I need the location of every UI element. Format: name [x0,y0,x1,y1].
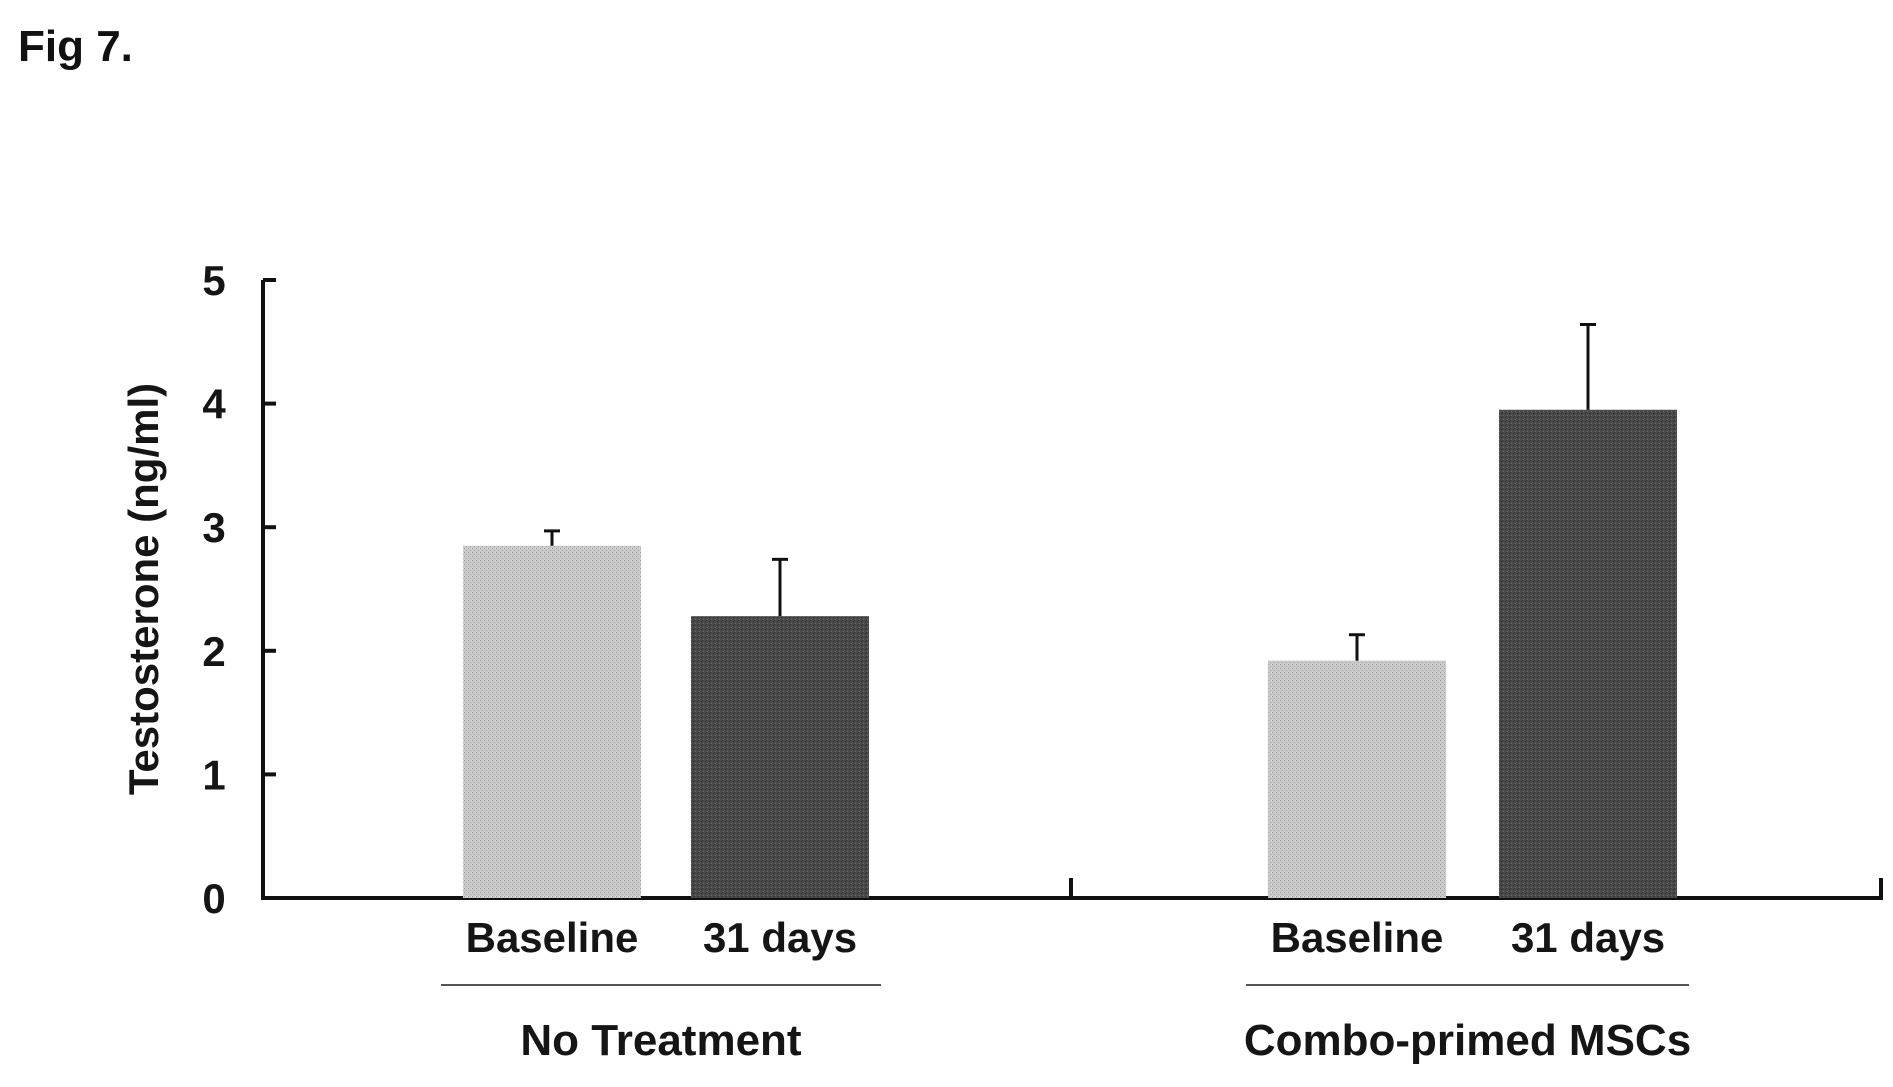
bars [463,322,1677,898]
bar [1268,660,1446,898]
y-tick-label: 1 [202,751,225,798]
y-axis-title: Testosterone (ng/ml) [120,383,167,795]
category-label: 31 days [703,914,857,961]
bar [691,616,869,898]
y-tick-label: 2 [202,628,225,675]
figure-label: Fig 7. [18,22,133,71]
group-label: No Treatment [520,1016,802,1065]
category-label: Baseline [1271,914,1444,961]
y-tick-label: 4 [202,381,226,428]
category-label: Baseline [466,914,639,961]
group-labels: Baseline 31 days No Treatment Baseline 31 da… [441,914,1691,1065]
category-label: 31 days [1511,914,1665,961]
y-tick-label: 5 [202,257,225,304]
y-tick-label: 3 [202,504,225,551]
y-axis-ticks: 0 1 2 3 4 5 [202,257,276,922]
bar [1499,409,1677,898]
y-tick-label: 0 [202,875,225,922]
group-label: Combo-primed MSCs [1244,1016,1691,1065]
bar [463,545,641,898]
